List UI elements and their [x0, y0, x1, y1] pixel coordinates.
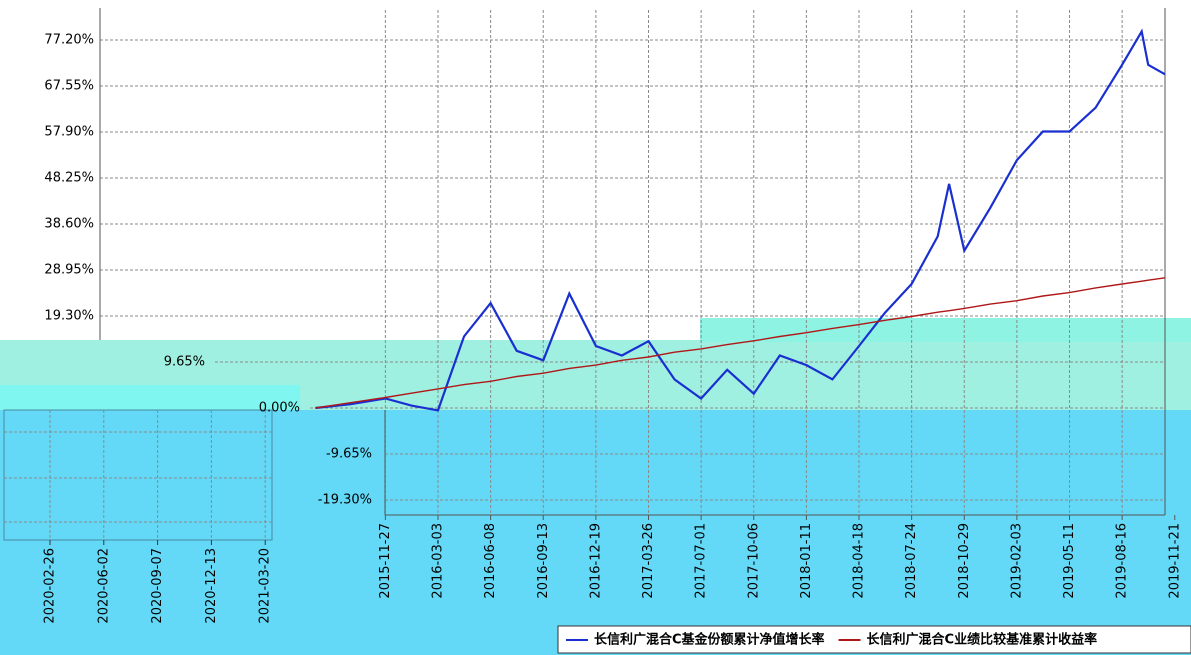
x-tick-label: 2019-02-03 — [1009, 523, 1024, 599]
y-tick-label: 9.65% — [164, 354, 205, 369]
x-tick-label: 2019-08-16 — [1115, 523, 1130, 599]
x-tick-label: 2021-03-20 — [258, 548, 273, 624]
x-tick-label: 2020-06-02 — [96, 548, 111, 624]
page: {"chart_data": [ {"type": "line", "x": [… — [0, 0, 1191, 655]
y-tick-label: 38.60% — [44, 216, 94, 231]
x-tick-label: 2017-07-01 — [694, 523, 709, 599]
x-tick-label: 2016-09-13 — [536, 523, 551, 599]
y-tick-label: -19.30% — [318, 492, 372, 507]
x-tick-label: 2018-04-18 — [852, 523, 867, 599]
x-tick-label: 2016-03-03 — [431, 523, 446, 599]
x-tick-label: 2018-07-24 — [904, 523, 919, 599]
chart: 2020-02-26 2020-06-02 2020-09-07 2020-12-13… — [0, 0, 1191, 655]
glitch-band — [0, 385, 300, 410]
glitch-band — [700, 318, 1191, 342]
x-tick-label: 2016-06-08 — [483, 523, 498, 599]
y-tick-label: -9.65% — [326, 446, 372, 461]
x-tick-label: 2017-10-06 — [746, 523, 761, 599]
y-tick-label: 0.00% — [259, 400, 300, 415]
y-tick-label: 48.25% — [44, 170, 94, 185]
legend-label: 长信利广混合C业绩比较基准累计收益率 — [867, 632, 1098, 648]
x-tick-label: 2017-03-26 — [641, 523, 656, 599]
y-tick-label: 28.95% — [44, 262, 94, 277]
y-tick-label: 57.90% — [44, 124, 94, 139]
y-tick-label: 19.30% — [44, 308, 94, 323]
x-tick-label: 2020-12-13 — [204, 548, 219, 624]
y-tick-label: 67.55% — [44, 78, 94, 93]
x-tick-label: 2019-05-11 — [1062, 523, 1077, 599]
y-tick-label: 77.20% — [44, 32, 94, 47]
x-tick-label: 2020-09-07 — [150, 548, 165, 624]
x-tick-label: 2018-10-29 — [957, 523, 972, 599]
legend-label: 长信利广混合C基金份额累计净值增长率 — [594, 632, 825, 648]
x-tick-label: 2019-11-21 — [1167, 523, 1182, 599]
x-tick-label: 2020-02-26 — [43, 548, 58, 624]
x-tick-label: 2015-11-27 — [378, 523, 393, 599]
x-tick-label: 2018-01-11 — [799, 523, 814, 599]
x-tick-label: 2016-12-19 — [588, 523, 603, 599]
